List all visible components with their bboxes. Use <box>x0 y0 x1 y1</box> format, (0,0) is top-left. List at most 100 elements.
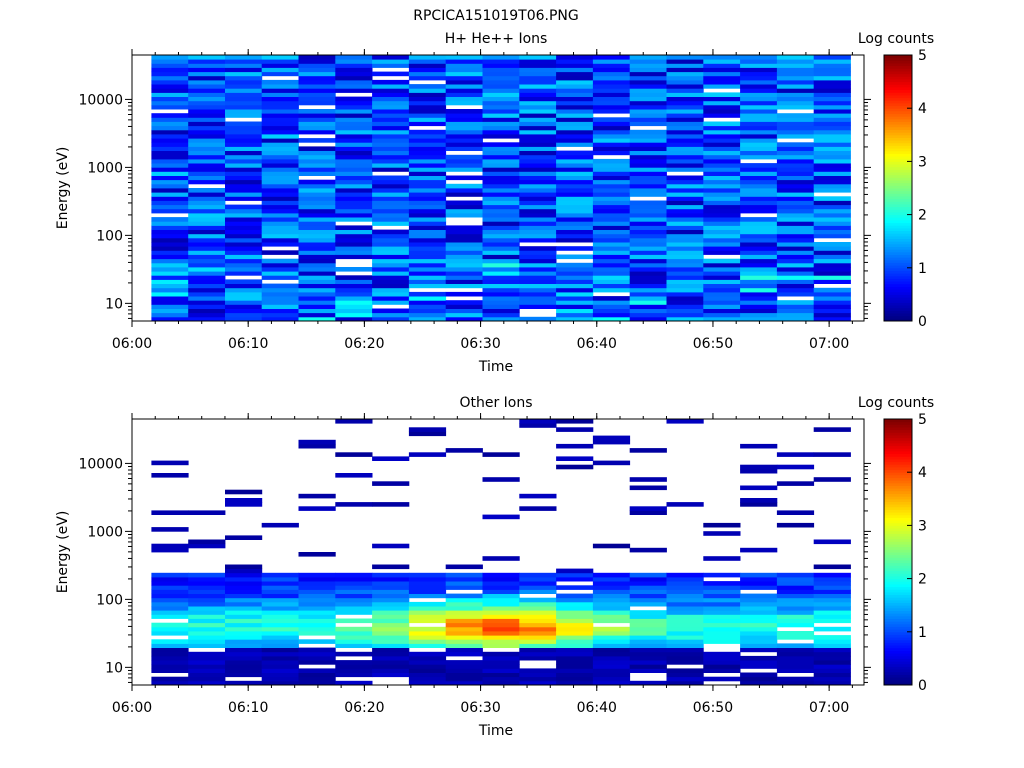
heatmap-cell <box>813 117 851 122</box>
heatmap-cell <box>519 208 557 214</box>
heatmap-cell <box>629 660 667 665</box>
heatmap-cell <box>776 167 815 172</box>
heatmap-cell <box>776 246 815 251</box>
heatmap-cell <box>629 71 667 77</box>
heatmap-cell <box>151 183 189 189</box>
heatmap-cell <box>335 196 373 201</box>
colorbar-swatch <box>884 453 912 457</box>
heatmap-cell <box>629 300 667 305</box>
heatmap-cell <box>592 676 631 682</box>
heatmap-cell <box>740 125 778 131</box>
heatmap-cell <box>776 113 815 118</box>
x-axis: 06:00 06:10 06:20 06:30 06:40 06:50 07:00 <box>112 413 853 716</box>
heatmap-cell <box>482 55 520 60</box>
colorbar-swatch <box>884 230 912 234</box>
heatmap-cell <box>592 79 631 85</box>
heatmap-cell <box>298 163 336 168</box>
heatmap-cell <box>556 635 594 640</box>
heatmap-cell <box>408 427 447 432</box>
heatmap-cell <box>556 154 594 160</box>
heatmap-cell <box>445 283 483 289</box>
colorbar-swatch <box>884 188 912 192</box>
heatmap-cell <box>666 129 704 135</box>
colorbar-swatch <box>884 291 912 295</box>
heatmap-cell <box>372 664 410 669</box>
heatmap-cell <box>188 104 226 110</box>
heatmap-cell <box>298 308 336 314</box>
colorbar-swatch <box>884 180 912 184</box>
heatmap-cell <box>592 300 631 305</box>
heatmap-cell <box>703 635 741 640</box>
colorbar-swatch <box>884 533 912 537</box>
heatmap-cell <box>592 312 631 318</box>
heatmap-cell <box>666 188 704 193</box>
colorbar-swatch <box>884 589 912 593</box>
heatmap-cell <box>519 204 557 210</box>
heatmap-cell <box>372 564 410 570</box>
heatmap-cell <box>261 96 299 102</box>
heatmap-cell <box>261 150 299 156</box>
heatmap-cell <box>335 631 373 636</box>
heatmap-cell <box>445 593 483 599</box>
heatmap-cell <box>408 96 447 102</box>
heatmap-cell <box>703 556 741 561</box>
heatmap-cell <box>592 308 631 314</box>
heatmap-cell <box>298 572 336 578</box>
heatmap-cell <box>445 200 483 206</box>
heatmap-cell <box>298 146 336 151</box>
heatmap-cell <box>482 267 520 272</box>
heatmap-cell <box>776 660 815 665</box>
heatmap-cell <box>556 225 594 230</box>
heatmap-cell <box>703 237 741 243</box>
heatmap-cell <box>372 121 410 127</box>
heatmap-cell <box>776 258 815 264</box>
heatmap-cell <box>261 217 299 222</box>
heatmap-cell <box>335 291 373 297</box>
heatmap-cell <box>703 96 741 102</box>
heatmap-cell <box>740 275 778 280</box>
heatmap-cell <box>740 237 778 243</box>
heatmap-cell <box>298 647 336 653</box>
heatmap-cell <box>445 75 483 81</box>
colorbar-swatch <box>884 562 912 566</box>
heatmap-cell <box>482 556 520 561</box>
x-tick-label: 06:30 <box>460 336 500 352</box>
heatmap-cell <box>151 597 189 603</box>
heatmap-cell <box>482 188 520 193</box>
heatmap-cell <box>592 125 631 131</box>
heatmap-cell <box>703 134 741 139</box>
colorbar-swatch <box>884 501 912 505</box>
heatmap-cell <box>592 618 631 624</box>
colorbar-swatch <box>884 209 912 213</box>
heatmap-cell <box>556 217 594 222</box>
heatmap-cell <box>298 312 336 318</box>
heatmap-cell <box>372 610 410 615</box>
heatmap-cell <box>740 246 778 251</box>
heatmap-cell <box>519 304 557 309</box>
heatmap-cell <box>482 84 520 89</box>
heatmap-cell <box>225 308 263 314</box>
heatmap-cell <box>482 104 520 110</box>
heatmap-cell <box>482 279 520 284</box>
heatmap-cell <box>592 651 631 657</box>
heatmap-cell <box>813 267 851 272</box>
heatmap-cell <box>703 242 741 247</box>
heatmap-cell <box>776 643 815 648</box>
heatmap-cell <box>519 163 557 168</box>
heatmap-cell <box>592 601 631 607</box>
heatmap-cell <box>335 593 373 599</box>
heatmap-cell <box>482 129 520 135</box>
heatmap-cell <box>592 55 631 60</box>
heatmap-cell <box>556 104 594 110</box>
x-tick-label: 06:50 <box>693 336 733 352</box>
heatmap-cell <box>261 262 299 268</box>
heatmap-cell <box>261 229 299 235</box>
heatmap-cell <box>592 626 631 632</box>
heatmap-cell <box>335 250 373 255</box>
heatmap-cell <box>519 267 557 272</box>
colorbar-swatch <box>884 65 912 69</box>
heatmap-cell <box>740 121 778 127</box>
colorbar-label: Log counts <box>858 31 934 47</box>
heatmap-cell <box>408 217 447 222</box>
heatmap-cell <box>372 651 410 657</box>
